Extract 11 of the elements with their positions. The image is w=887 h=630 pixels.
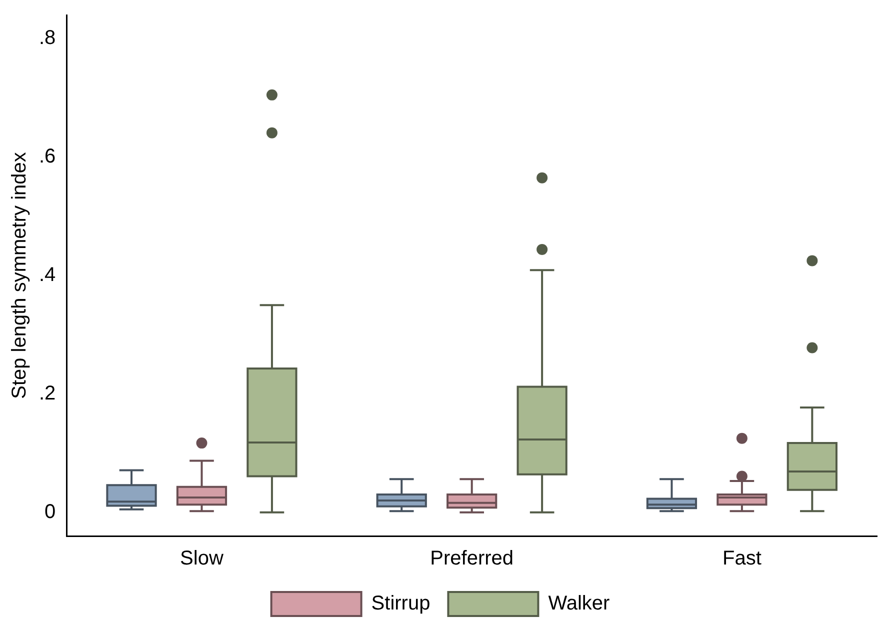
y-axis-title: Step length symmetry index: [8, 152, 31, 399]
legend-label: Stirrup: [371, 592, 430, 615]
y-tick-label: 0: [44, 500, 56, 523]
y-tick-label: .6: [38, 146, 56, 168]
legend-label: Walker: [548, 592, 610, 615]
x-tick-label: Preferred: [430, 548, 514, 570]
x-tick-label: Slow: [180, 548, 224, 570]
y-tick-label: .8: [38, 27, 56, 50]
y-tick-label: .2: [38, 382, 56, 404]
y-tick-label: .4: [38, 264, 56, 286]
x-tick-label: Fast: [722, 548, 762, 570]
